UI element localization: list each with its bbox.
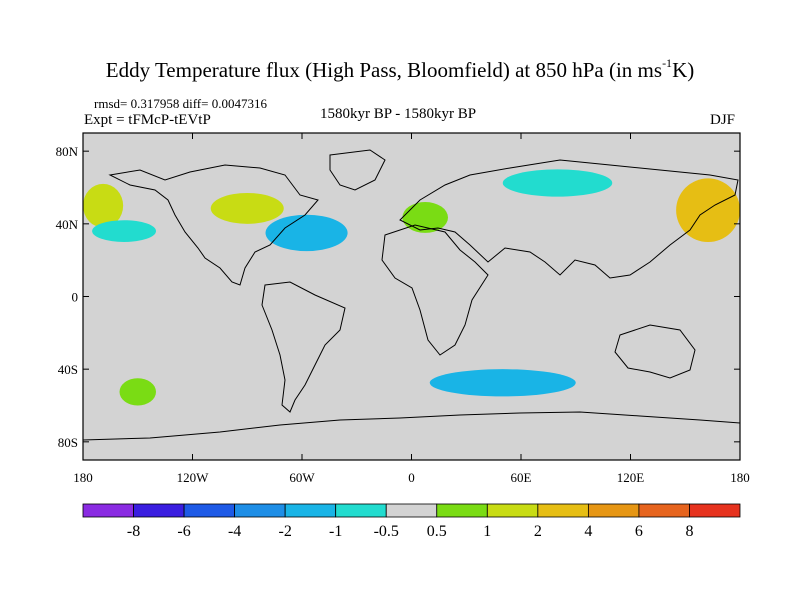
colorbar-label: 2	[534, 523, 542, 540]
colorbar-label: -6	[177, 523, 190, 540]
season-label: DJF	[710, 112, 736, 128]
x-tick-label: 0	[408, 470, 415, 485]
colorbar-label: 6	[635, 523, 643, 540]
y-tick-label: 80S	[58, 435, 78, 450]
colorbar-label: -8	[127, 523, 140, 540]
anomaly-region	[210, 192, 284, 224]
y-tick-label: 80N	[56, 144, 79, 159]
colorbar-swatch	[638, 503, 690, 518]
colorbar-swatch	[385, 503, 438, 518]
chart-title: Eddy Temperature flux (High Pass, Bloomf…	[105, 56, 695, 82]
colorbar-label: 0.5	[427, 523, 447, 540]
map-layer	[82, 133, 741, 460]
anomaly-region	[83, 183, 124, 228]
x-tick-label: 120E	[617, 470, 645, 485]
colorbar-layer: -8 -6 -4 -2 -1 -0.5 0.5 1 2 4 6 8	[82, 503, 741, 540]
y-tick-label: 40N	[56, 217, 79, 232]
colorbar-swatch	[436, 503, 488, 518]
period-label: 1580kyr BP - 1580kyr BP	[320, 106, 477, 122]
colorbar-label: -2	[278, 523, 291, 540]
colorbar-swatch	[183, 503, 236, 518]
colorbar-swatch	[587, 503, 640, 518]
anomaly-region	[429, 369, 576, 397]
colorbar-swatch	[689, 503, 741, 518]
colorbar-label: 4	[584, 523, 592, 540]
colorbar-label: 8	[685, 523, 693, 540]
coast-north-america	[108, 164, 319, 286]
x-tick-label: 180	[73, 470, 93, 485]
coast-antarctica	[82, 411, 741, 441]
colorbar-swatch	[284, 503, 337, 518]
map-background	[83, 133, 740, 460]
x-tick-label: 180	[730, 470, 750, 485]
anomaly-region	[119, 378, 156, 406]
colorbar-swatch	[537, 503, 589, 518]
colorbar-swatch	[133, 503, 185, 518]
x-tick-label: 60E	[511, 470, 532, 485]
x-tick-label: 120W	[177, 470, 210, 485]
colorbar-label: -4	[228, 523, 241, 540]
x-tick-label: 60W	[289, 470, 315, 485]
colorbar-swatch	[335, 503, 387, 518]
colorbar-label: -1	[329, 523, 342, 540]
anomaly-region	[265, 214, 348, 252]
stats-label: rmsd= 0.317958 diff= 0.0047316	[94, 96, 267, 111]
y-tick-label: 40S	[58, 362, 78, 377]
colorbar-swatch	[486, 503, 539, 518]
axis-layer: 180 120W 60W 0 60E 120E 180 80N 40N 0 40S 80S	[56, 133, 750, 485]
colorbar-swatch	[82, 503, 134, 518]
coast-greenland	[329, 149, 386, 191]
y-tick-label: 0	[72, 290, 79, 305]
anomaly-region	[502, 169, 613, 197]
colorbar-swatch	[234, 503, 286, 518]
experiment-label: Expt = tFMcP-tEVtP	[84, 112, 211, 128]
anomaly-region	[92, 220, 156, 243]
coast-eurasia	[399, 159, 739, 279]
coast-africa	[381, 224, 489, 356]
coast-south-america	[261, 281, 346, 413]
coastlines	[82, 149, 741, 441]
coast-australia	[614, 324, 696, 379]
colorbar-label: 1	[483, 523, 491, 540]
colorbar-label: -0.5	[374, 523, 399, 540]
